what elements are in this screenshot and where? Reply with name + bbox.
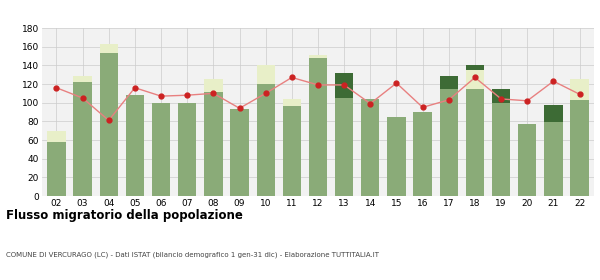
Bar xyxy=(204,92,223,196)
Bar xyxy=(571,79,589,100)
Bar xyxy=(100,44,118,53)
Bar xyxy=(283,99,301,106)
Bar xyxy=(388,117,406,196)
Bar xyxy=(257,84,275,196)
Bar xyxy=(47,131,65,142)
Bar xyxy=(361,99,379,196)
Bar xyxy=(335,73,353,98)
Bar xyxy=(283,106,301,196)
Bar xyxy=(100,53,118,196)
Bar xyxy=(335,98,353,196)
Bar xyxy=(544,106,563,122)
Bar xyxy=(178,103,196,196)
Bar xyxy=(440,89,458,196)
Bar xyxy=(204,79,223,92)
Bar xyxy=(309,58,327,196)
Bar xyxy=(47,142,65,196)
Bar xyxy=(544,122,563,196)
Bar xyxy=(518,124,536,196)
Bar xyxy=(440,76,458,89)
Bar xyxy=(492,103,510,196)
Bar xyxy=(309,55,327,58)
Bar xyxy=(492,89,510,103)
Text: Flusso migratorio della popolazione: Flusso migratorio della popolazione xyxy=(6,209,243,221)
Bar xyxy=(152,103,170,196)
Bar xyxy=(571,100,589,196)
Bar xyxy=(230,109,248,196)
Bar xyxy=(73,82,92,196)
Bar xyxy=(126,95,144,196)
Bar xyxy=(257,65,275,84)
Bar xyxy=(413,112,432,196)
Text: COMUNE DI VERCURAGO (LC) - Dati ISTAT (bilancio demografico 1 gen-31 dic) - Elab: COMUNE DI VERCURAGO (LC) - Dati ISTAT (b… xyxy=(6,252,379,258)
Bar xyxy=(466,65,484,70)
Bar xyxy=(73,76,92,82)
Bar xyxy=(466,89,484,196)
Bar xyxy=(466,70,484,89)
